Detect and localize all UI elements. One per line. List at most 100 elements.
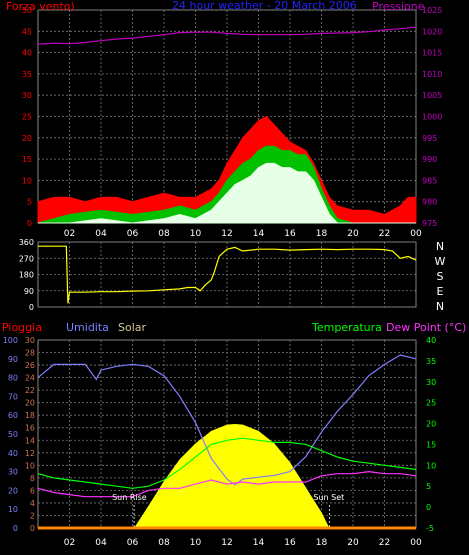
wind-direction-y-ticks: 0 90 180 270 360 xyxy=(19,238,34,312)
x-tick-label: 08 xyxy=(158,538,170,548)
wind-axis-label: Forza vento) xyxy=(6,0,75,13)
solar-area xyxy=(134,424,330,528)
solar-tick-label: 24 xyxy=(25,374,35,383)
humidity-tick-label: 60 xyxy=(8,411,18,420)
solar-label: Solar xyxy=(118,321,147,334)
humidity-tick-label: 90 xyxy=(8,355,18,364)
x-tick-label: 22 xyxy=(379,538,390,548)
x-tick-label: 18 xyxy=(316,229,328,239)
wind-pressure-x-ticks: 02 04 06 08 10 12 14 16 18 20 22 00 xyxy=(64,229,422,239)
x-tick-label: 12 xyxy=(221,538,232,548)
solar-tick-label: 20 xyxy=(25,399,35,408)
temperature-tick-label: -5 xyxy=(426,524,434,533)
dir-tick-label: 360 xyxy=(19,238,34,247)
temperature-tick-label: 40 xyxy=(426,336,436,345)
pressure-tick-label: 980 xyxy=(422,198,437,207)
wind-tick-label: 50 xyxy=(22,6,32,15)
solar-tick-label: 8 xyxy=(30,474,35,483)
humidity-tick-label: 80 xyxy=(8,374,18,383)
solar-tick-label: 14 xyxy=(25,436,35,445)
temperature-tick-label: 35 xyxy=(426,357,436,366)
compass-label: S xyxy=(437,270,444,283)
x-tick-label: 00 xyxy=(410,538,422,548)
x-tick-label: 06 xyxy=(127,229,139,239)
dir-tick-label: 270 xyxy=(19,254,34,263)
weather-multi-x-ticks: 02 04 06 08 10 12 14 16 18 20 22 00 xyxy=(64,538,422,548)
solar-tick-label: 0 xyxy=(30,524,35,533)
solar-tick-label: 6 xyxy=(30,486,35,495)
wind-tick-label: 10 xyxy=(22,176,32,185)
compass-label: E xyxy=(437,285,444,298)
temperature-tick-label: 30 xyxy=(426,378,436,387)
pressure-tick-label: 1020 xyxy=(422,27,442,36)
wind-pressure-series xyxy=(37,26,417,224)
humidity-tick-label: 70 xyxy=(8,392,18,401)
compass-label: W xyxy=(435,255,446,268)
pressure-axis-label: Pressione xyxy=(372,0,425,13)
x-tick-label: 16 xyxy=(284,229,296,239)
pressure-tick-label: 995 xyxy=(422,134,437,143)
x-tick-label: 10 xyxy=(190,538,202,548)
x-tick-label: 16 xyxy=(284,538,296,548)
temperature-tick-label: 0 xyxy=(426,503,431,512)
pressure-axis-ticks: 975 980 985 990 995 1000 1005 1010 1015 1020 1025 xyxy=(422,6,442,228)
compass-label: N xyxy=(436,240,444,253)
solar-tick-label: 18 xyxy=(25,411,35,420)
wind-direction-series xyxy=(38,245,417,304)
solar-tick-label: 22 xyxy=(25,386,35,395)
humidity-tick-label: 30 xyxy=(8,468,18,477)
pressure-tick-label: 975 xyxy=(422,219,437,228)
x-tick-label: 06 xyxy=(127,538,139,548)
x-tick-label: 12 xyxy=(221,229,232,239)
solar-tick-label: 12 xyxy=(25,449,35,458)
temperature-line xyxy=(37,437,417,489)
x-tick-label: 02 xyxy=(64,538,75,548)
pressure-tick-label: 1010 xyxy=(422,70,442,79)
x-tick-label: 04 xyxy=(95,229,107,239)
wind-tick-label: 25 xyxy=(22,113,32,122)
sun-markers: Sun Rise Sun Set xyxy=(112,493,344,528)
temperature-tick-label: 20 xyxy=(426,420,436,429)
dewpoint-line xyxy=(37,470,417,498)
x-tick-label: 20 xyxy=(347,538,359,548)
sunrise-label: Sun Rise xyxy=(112,493,147,502)
solar-tick-label: 2 xyxy=(30,511,35,520)
x-tick-label: 14 xyxy=(253,229,265,239)
x-tick-label: 04 xyxy=(95,538,107,548)
humidity-label: Umidita xyxy=(66,321,109,334)
dewpoint-label: Dew Point (°C) xyxy=(386,321,466,334)
wind-tick-label: 0 xyxy=(27,219,32,228)
humidity-tick-label: 100 xyxy=(3,336,18,345)
compass-label: N xyxy=(436,300,444,313)
humidity-tick-label: 40 xyxy=(8,449,18,458)
x-tick-label: 22 xyxy=(379,229,390,239)
pressure-tick-label: 1005 xyxy=(422,91,442,100)
temperature-tick-label: 25 xyxy=(426,399,436,408)
x-tick-label: 00 xyxy=(410,229,422,239)
solar-tick-label: 30 xyxy=(25,336,35,345)
rain-label: Pioggia xyxy=(2,321,42,334)
pressure-tick-label: 1000 xyxy=(422,113,442,122)
sunset-label: Sun Set xyxy=(313,493,344,502)
pressure-tick-label: 985 xyxy=(422,176,437,185)
wind-tick-label: 5 xyxy=(27,198,32,207)
x-tick-label: 02 xyxy=(64,229,75,239)
wind-tick-label: 20 xyxy=(22,134,32,143)
wind-minimum-area xyxy=(38,162,416,224)
wind-direction-line xyxy=(38,245,417,304)
x-tick-label: 18 xyxy=(316,538,328,548)
x-tick-label: 20 xyxy=(347,229,359,239)
wind-tick-label: 30 xyxy=(22,91,32,100)
wind-tick-label: 45 xyxy=(22,27,32,36)
humidity-axis-ticks: 0 10 20 30 40 50 60 70 80 90 100 xyxy=(3,336,18,533)
humidity-tick-label: 20 xyxy=(8,486,18,495)
temperature-label: Temperatura xyxy=(311,321,382,334)
wind-tick-label: 15 xyxy=(22,155,32,164)
humidity-line xyxy=(37,354,417,486)
